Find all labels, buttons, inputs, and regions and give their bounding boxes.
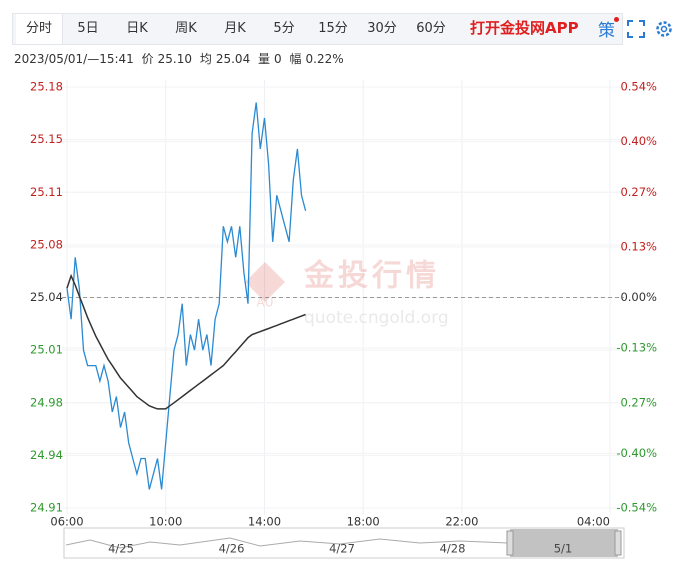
navigator-label: 4/26: [219, 542, 245, 556]
navigator: 4/25 4/26 4/27 4/28 5/1: [63, 527, 625, 559]
fullscreen-button[interactable]: [626, 19, 646, 39]
y-tick-label: 25.18: [30, 80, 63, 94]
x-tick-label: 18:00: [347, 515, 380, 529]
average-line: [66, 273, 306, 410]
watermark: AU 金投行情 quote.cngold.org: [245, 259, 449, 328]
y2-tick-label: -0.13%: [616, 341, 657, 355]
info-value: 25.04: [215, 52, 251, 66]
strategy-button[interactable]: 策: [598, 21, 615, 41]
info-time: 2023/05/01/—15:41: [14, 52, 134, 66]
y-tick-label: 24.98: [30, 395, 63, 409]
y2-tick-label: 0.54%: [620, 80, 657, 94]
x-tick-label: 22:00: [445, 515, 478, 529]
y-tick-label: 24.94: [30, 448, 63, 462]
info-value: 0.22%: [305, 52, 344, 66]
x-tick-label: 14:00: [248, 515, 281, 529]
period-tab[interactable]: 分时: [16, 14, 63, 44]
y-tick-label: 25.08: [30, 237, 63, 251]
period-tab[interactable]: 日K: [126, 21, 148, 36]
period-tab[interactable]: 30分: [367, 21, 397, 36]
navigator-label: 4/25: [108, 542, 134, 556]
period-tab[interactable]: 5日: [77, 21, 99, 36]
price-line: [66, 102, 307, 490]
y2-tick-label: -0.54%: [616, 501, 657, 515]
open-app-link[interactable]: 打开金投网APP: [470, 19, 579, 37]
x-tick-label: 10:00: [149, 515, 182, 529]
settings-button[interactable]: [654, 19, 674, 39]
y2-tick-label: 0.13%: [620, 239, 657, 253]
y2-tick-label: 0.27%: [620, 185, 657, 199]
y-tick-label: 25.11: [30, 185, 63, 199]
period-tab[interactable]: 60分: [416, 21, 446, 36]
y2-tick-label: 0.00%: [620, 290, 657, 304]
navigator-label: 5/1: [554, 542, 573, 556]
info-label: 均: [199, 52, 212, 66]
x-tick-label: 04:00: [577, 515, 610, 529]
period-tabs: 分时 5日 日K 周K 月K 5分 15分 30分 60分: [12, 13, 623, 45]
navigator-label: 4/28: [440, 542, 466, 556]
info-value: 0: [274, 52, 282, 66]
y-tick-label: 24.91: [30, 501, 63, 515]
period-tab[interactable]: 周K: [175, 21, 197, 36]
period-tab[interactable]: 15分: [318, 21, 348, 36]
info-label: 幅: [289, 52, 302, 66]
y-tick-label: 25.04: [30, 290, 63, 304]
navigator-label: 4/27: [329, 542, 355, 556]
watermark-logo: AU: [257, 296, 274, 310]
period-tab[interactable]: 月K: [224, 21, 246, 36]
y2-tick-label: -0.40%: [616, 446, 657, 460]
y-tick-label: 25.01: [30, 343, 63, 357]
y2-tick-label: 0.27%: [620, 395, 657, 409]
y2-tick-label: 0.40%: [620, 134, 657, 148]
watermark-brand: 金投行情: [303, 259, 440, 294]
watermark-url: quote.cngold.org: [304, 308, 449, 328]
period-tab[interactable]: 5分: [273, 21, 295, 36]
badge-dot: [614, 17, 619, 22]
info-label: 价: [141, 52, 154, 66]
x-tick-label: 06:00: [50, 515, 83, 529]
info-label: 量: [258, 52, 271, 66]
info-value: 25.10: [157, 52, 192, 66]
y-tick-label: 25.15: [30, 132, 63, 146]
